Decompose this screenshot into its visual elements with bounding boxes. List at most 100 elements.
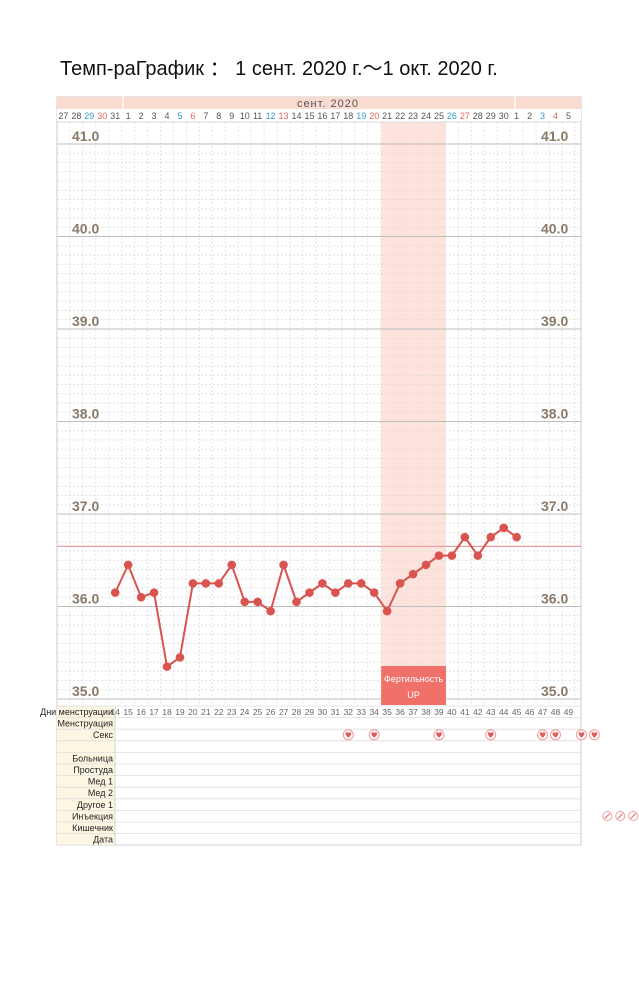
date-tick-label: 28 [71, 111, 81, 121]
temperature-point [512, 532, 521, 542]
cycle-day-label: 18 [162, 707, 172, 717]
temperature-point [266, 606, 275, 616]
month-label: сент. 2020 [297, 98, 359, 110]
syringe-icon [617, 813, 624, 819]
cycle-day-label: 23 [227, 707, 237, 717]
cycle-day-label: 33 [357, 707, 367, 717]
cycle-day-label: 40 [447, 707, 457, 717]
date-tick-label: 12 [266, 111, 276, 121]
heart-icon: ♥ [345, 731, 352, 740]
temperature-point [253, 597, 262, 607]
date-tick-label: 30 [97, 111, 107, 121]
date-tick-label: 3 [540, 111, 545, 121]
date-tick-label: 16 [317, 111, 327, 121]
table-row-label: Секс [93, 730, 114, 740]
date-tick-label: 23 [408, 111, 418, 121]
cycle-day-label: 32 [344, 707, 354, 717]
cycle-day-label: 36 [395, 707, 405, 717]
temperature-point [318, 579, 327, 588]
date-tick-label: 17 [330, 111, 340, 121]
cycle-day-label: 42 [473, 707, 483, 717]
cycle-day-label: 24 [240, 707, 250, 717]
date-tick-label: 1 [126, 111, 131, 121]
temperature-point [240, 597, 249, 607]
date-tick-label: 22 [395, 111, 405, 121]
cycle-day-label: 14 [110, 707, 120, 717]
sex-marker [342, 729, 354, 741]
y-tick-label-right: 37.0 [541, 498, 568, 514]
temperature-point [292, 597, 301, 607]
temperature-point [331, 588, 340, 597]
date-tick-label: 21 [382, 111, 392, 121]
date-tick-label: 2 [139, 111, 144, 121]
date-tick-label: 15 [304, 111, 314, 121]
temperature-point [421, 560, 431, 570]
temperature-point [188, 579, 198, 588]
date-tick-label: 18 [343, 111, 353, 121]
fertile-label: Фертильность [384, 674, 443, 684]
table-row-label: Кишечник [72, 823, 113, 833]
y-tick-label-left: 35.0 [72, 683, 99, 699]
cycle-day-label: 28 [292, 707, 302, 717]
y-tick-label-left: 36.0 [72, 591, 99, 607]
sex-marker [368, 729, 380, 741]
cycle-day-label: 16 [136, 707, 146, 717]
date-tick-label: 6 [190, 111, 195, 121]
temperature-point [460, 532, 470, 542]
date-tick-label: 24 [421, 111, 431, 121]
page-title: Темп-раГрафик ： 1 сент. 2020 г.～1 окт. 2… [60, 58, 498, 80]
y-tick-label-left: 38.0 [72, 406, 99, 422]
cycle-day-label: 44 [499, 707, 509, 717]
temperature-point [162, 662, 172, 671]
temperature-point [395, 579, 405, 588]
cycle-day-label: 34 [369, 707, 379, 717]
temperature-point [499, 523, 509, 533]
date-tick-label: 14 [291, 111, 301, 121]
sex-marker [485, 729, 497, 741]
cycle-day-label: 47 [538, 707, 548, 717]
heart-icon: ♥ [487, 731, 494, 740]
temperature-point [110, 588, 120, 597]
syringe-icon [630, 813, 637, 819]
temperature-point [382, 606, 392, 616]
temperature-point [486, 532, 496, 542]
cycle-day-label: 38 [421, 707, 431, 717]
cycle-day-label: 37 [408, 707, 418, 717]
date-tick-label: 20 [369, 111, 379, 121]
date-tick-label: 27 [58, 111, 68, 121]
syringe-icon [604, 813, 611, 819]
cycle-day-label: 41 [460, 707, 470, 717]
date-tick-label: 27 [460, 111, 470, 121]
cycle-day-label: 22 [214, 707, 224, 717]
heart-icon: ♥ [371, 731, 378, 740]
date-tick-label: 19 [356, 111, 366, 121]
table-row-label: Простуда [73, 765, 113, 775]
cycle-day-label: 25 [253, 707, 263, 717]
date-tick-label: 31 [110, 111, 120, 121]
sex-marker [550, 729, 561, 741]
cycle-day-label: 30 [318, 707, 328, 717]
y-tick-label-left: 41.0 [72, 128, 99, 144]
date-tick-label: 5 [177, 111, 182, 121]
table-row-label: Дни менструации [40, 707, 113, 717]
chart-frame [56, 96, 582, 846]
cycle-day-label: 45 [512, 707, 522, 717]
cycle-day-label: 26 [266, 707, 276, 717]
temperature-point [214, 579, 224, 588]
temperature-point [408, 569, 418, 579]
date-tick-label: 2 [527, 111, 532, 121]
heart-icon: ♥ [435, 731, 442, 740]
temperature-point [356, 579, 366, 588]
date-tick-label: 26 [447, 111, 457, 121]
table-row-label: Менструация [57, 719, 113, 729]
date-tick-label: 11 [253, 111, 262, 121]
date-tick-label: 8 [216, 111, 221, 121]
cycle-day-label: 39 [434, 707, 444, 717]
y-tick-label-left: 37.0 [72, 498, 99, 514]
date-tick-label: 13 [279, 111, 289, 121]
fertile-label-up: UP [407, 690, 420, 700]
sex-marker [433, 729, 445, 741]
cycle-day-label: 43 [486, 707, 496, 717]
fertile-window [381, 122, 446, 705]
temperature-point [473, 551, 483, 560]
